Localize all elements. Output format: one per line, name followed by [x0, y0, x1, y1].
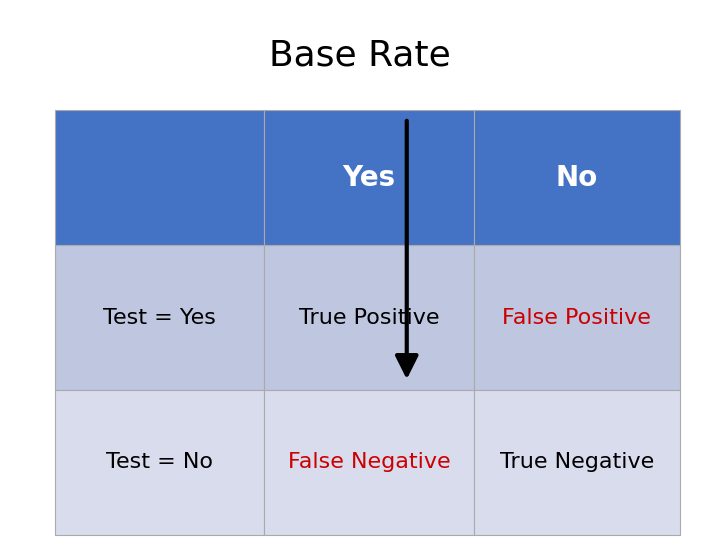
Text: False Positive: False Positive — [503, 307, 652, 327]
Bar — [474, 390, 680, 535]
Text: False Negative: False Negative — [288, 453, 451, 472]
Bar — [474, 110, 680, 245]
Bar — [55, 390, 264, 535]
Bar — [55, 110, 264, 245]
Bar — [264, 245, 474, 390]
Text: Test = Yes: Test = Yes — [103, 307, 216, 327]
Text: Yes: Yes — [343, 164, 395, 192]
Text: Base Rate: Base Rate — [269, 38, 451, 72]
Bar — [264, 390, 474, 535]
Text: No: No — [556, 164, 598, 192]
Bar — [55, 245, 264, 390]
Bar — [474, 245, 680, 390]
Text: True Negative: True Negative — [500, 453, 654, 472]
Bar — [264, 110, 474, 245]
Text: Test = No: Test = No — [106, 453, 213, 472]
Text: True Positive: True Positive — [299, 307, 439, 327]
